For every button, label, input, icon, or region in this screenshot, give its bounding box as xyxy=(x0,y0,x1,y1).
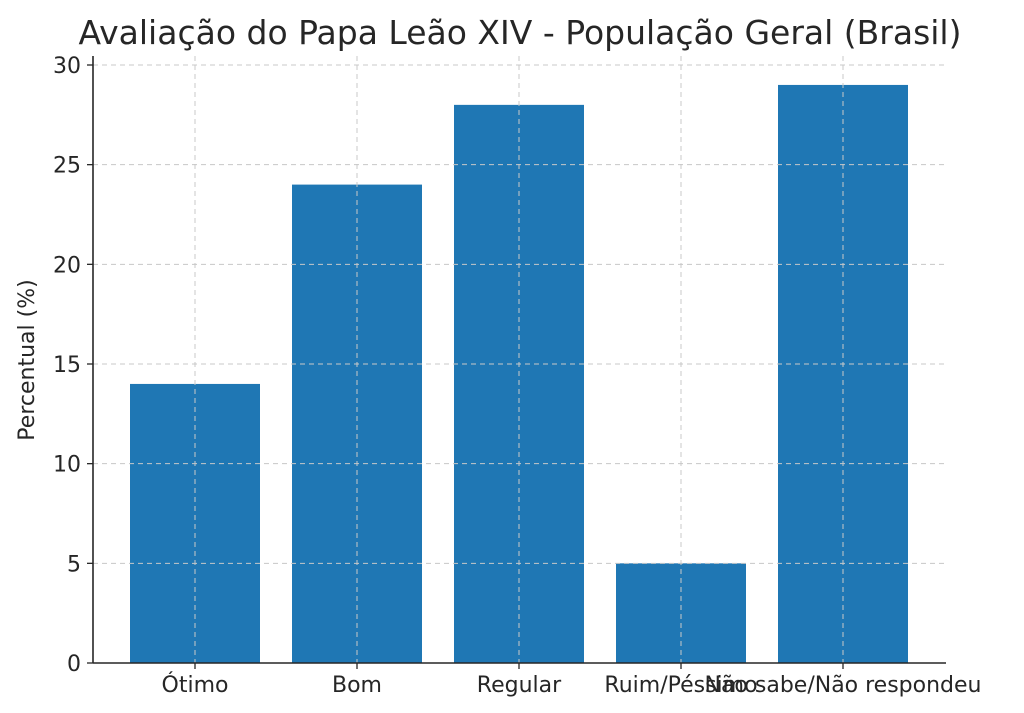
x-tick-label: Ruim/Péssimo xyxy=(604,673,757,698)
y-tick-label: 10 xyxy=(53,453,81,478)
y-tick-label: 15 xyxy=(53,353,81,378)
x-tick-label: Não sabe/Não respondeu xyxy=(704,673,981,698)
y-tick-label: 25 xyxy=(53,154,81,179)
y-axis-label: Percentual (%) xyxy=(15,279,40,440)
y-ticks: 0 5 10 15 20 25 30 xyxy=(53,54,93,677)
y-tick-label: 5 xyxy=(67,552,81,577)
y-tick-label: 30 xyxy=(53,54,81,79)
x-tick-label: Ótimo xyxy=(162,672,229,698)
y-tick-label: 0 xyxy=(67,652,81,677)
x-tick-label: Bom xyxy=(332,673,382,698)
x-tick-label: Regular xyxy=(477,673,562,698)
chart-title: Avaliação do Papa Leão XIV - População G… xyxy=(79,13,962,52)
y-tick-label: 20 xyxy=(53,253,81,278)
